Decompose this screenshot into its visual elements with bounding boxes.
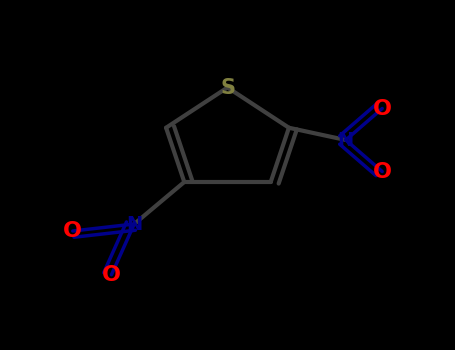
Text: N: N (338, 131, 354, 149)
Text: O: O (63, 221, 82, 241)
Text: S: S (220, 77, 235, 98)
Text: N: N (126, 215, 142, 233)
Text: O: O (373, 98, 392, 119)
Text: O: O (102, 265, 121, 285)
Text: O: O (373, 161, 392, 182)
